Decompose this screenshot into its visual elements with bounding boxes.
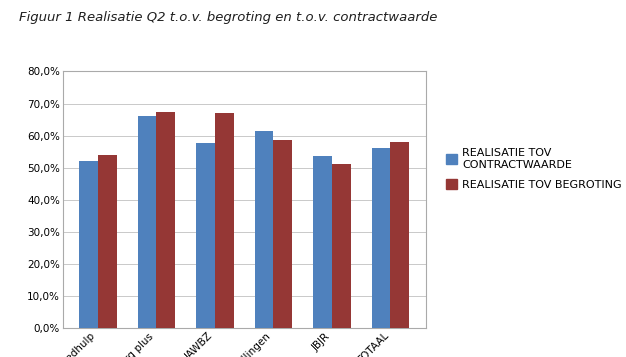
Bar: [332, 164, 351, 328]
Bar: [215, 113, 233, 328]
Bar: [313, 156, 332, 328]
Bar: [196, 143, 215, 328]
Bar: [79, 161, 98, 328]
Text: Figuur 1 Realisatie Q2 t.o.v. begroting en t.o.v. contractwaarde: Figuur 1 Realisatie Q2 t.o.v. begroting …: [19, 11, 437, 24]
Bar: [156, 111, 175, 328]
Bar: [372, 148, 391, 328]
Bar: [255, 131, 274, 328]
Bar: [274, 141, 292, 328]
Bar: [98, 155, 116, 328]
Legend: REALISATIE TOV
CONTRACTWAARDE, REALISATIE TOV BEGROTING: REALISATIE TOV CONTRACTWAARDE, REALISATI…: [446, 149, 622, 190]
Bar: [138, 116, 156, 328]
Bar: [391, 142, 409, 328]
